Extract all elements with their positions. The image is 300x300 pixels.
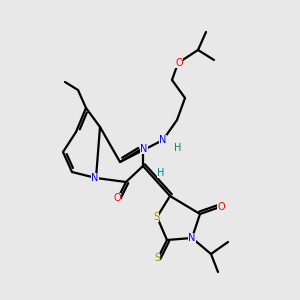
Text: O: O [217,202,225,212]
Text: O: O [175,58,183,68]
Text: N: N [91,173,99,183]
Text: S: S [154,253,160,263]
Text: H: H [157,168,165,178]
Text: N: N [188,233,196,243]
Text: O: O [113,193,121,203]
Text: H: H [174,143,182,153]
Text: S: S [153,212,159,222]
Text: N: N [159,135,167,145]
Text: N: N [140,144,148,154]
